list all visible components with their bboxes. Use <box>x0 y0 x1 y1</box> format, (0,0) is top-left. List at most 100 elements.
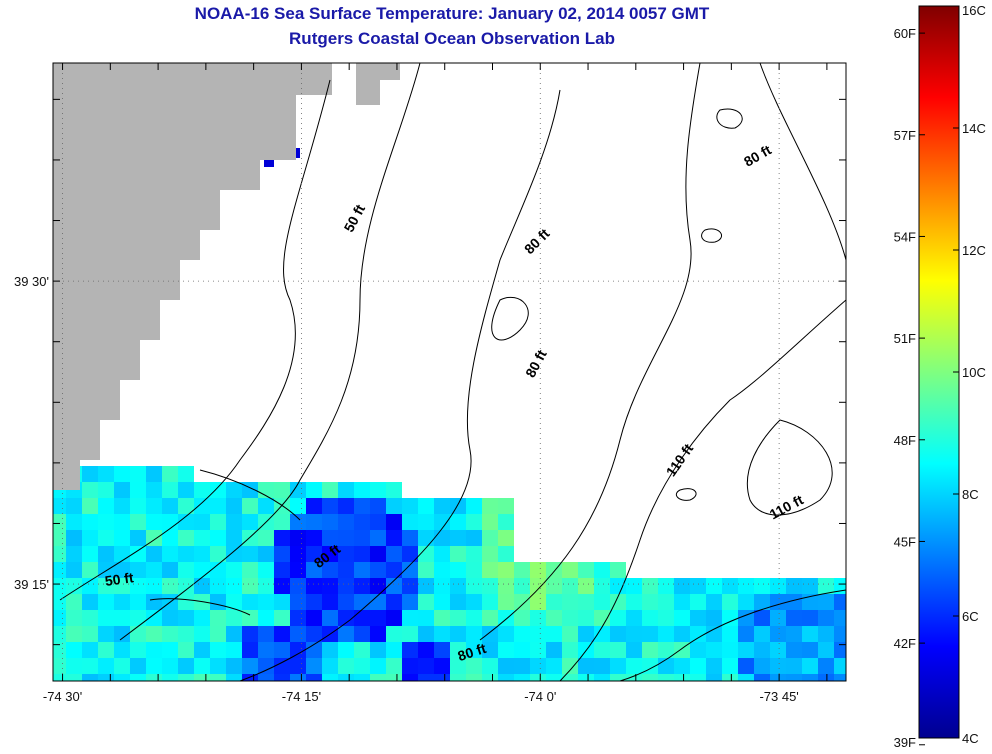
sst-pixel <box>322 594 338 610</box>
sst-pixel <box>98 498 114 514</box>
sst-pixel <box>706 642 722 658</box>
sst-pixel <box>130 610 146 626</box>
sst-pixel <box>274 578 290 594</box>
sst-pixel <box>53 594 66 610</box>
sst-pixel <box>290 498 306 514</box>
sst-pixel <box>130 530 146 546</box>
sst-pixel <box>354 626 370 642</box>
sst-pixel <box>802 578 818 594</box>
sst-pixel <box>210 546 226 562</box>
sst-pixel <box>114 562 130 578</box>
sst-pixel <box>754 578 770 594</box>
sst-pixel <box>418 642 434 658</box>
sst-pixel <box>226 482 242 498</box>
sst-pixel <box>322 674 338 681</box>
sst-pixel <box>722 578 738 594</box>
sst-pixel <box>242 658 258 674</box>
sst-pixel <box>738 594 754 610</box>
sst-pixel <box>226 658 242 674</box>
sst-pixel <box>674 674 690 681</box>
chart-subtitle: Rutgers Coastal Ocean Observation Lab <box>289 29 615 48</box>
sst-pixel <box>818 626 834 642</box>
sst-pixel <box>130 674 146 681</box>
sst-pixel <box>754 626 770 642</box>
contour-label: 110 ft <box>663 440 697 479</box>
sst-pixel <box>226 610 242 626</box>
sst-pixel <box>386 546 402 562</box>
sst-pixel <box>98 530 114 546</box>
sst-pixel <box>306 642 322 658</box>
sst-pixel <box>162 466 178 482</box>
sst-pixel <box>82 562 98 578</box>
sst-pixel <box>146 546 162 562</box>
sst-pixel <box>130 466 146 482</box>
sst-pixel <box>178 610 194 626</box>
sst-pixel <box>130 658 146 674</box>
sst-pixel <box>434 530 450 546</box>
sst-pixel <box>530 642 546 658</box>
sst-pixel <box>386 530 402 546</box>
sst-pixel <box>434 514 450 530</box>
sst-pixel <box>402 562 418 578</box>
sst-pixel <box>162 674 178 681</box>
sst-pixel <box>210 482 226 498</box>
sst-pixel <box>450 658 466 674</box>
sst-pixel <box>594 594 610 610</box>
sst-pixel <box>530 674 546 681</box>
sst-pixel <box>754 658 770 674</box>
sst-pixel <box>674 610 690 626</box>
sst-pixel <box>642 658 658 674</box>
sst-pixel <box>194 498 210 514</box>
sst-pixel <box>562 674 578 681</box>
sst-pixel <box>706 658 722 674</box>
sst-pixel <box>258 546 274 562</box>
sst-pixel <box>370 530 386 546</box>
sst-pixel <box>178 674 194 681</box>
sst-pixel <box>418 658 434 674</box>
sst-pixel <box>82 466 98 482</box>
sst-pixel <box>498 594 514 610</box>
sst-pixel <box>98 482 114 498</box>
sst-pixel <box>98 658 114 674</box>
sst-pixel <box>194 530 210 546</box>
sst-pixel <box>594 642 610 658</box>
sst-pixel <box>258 562 274 578</box>
sst-pixel <box>82 482 98 498</box>
sst-pixel <box>290 530 306 546</box>
sst-pixel <box>322 578 338 594</box>
sst-pixel <box>578 674 594 681</box>
sst-pixel <box>434 658 450 674</box>
sst-pixel <box>66 642 82 658</box>
x-tick-label: -74 15' <box>282 689 321 704</box>
sst-pixel <box>82 658 98 674</box>
sst-pixel <box>690 658 706 674</box>
sst-pixel <box>466 674 482 681</box>
sst-pixel <box>738 578 754 594</box>
sst-pixel <box>290 514 306 530</box>
sst-pixel <box>194 642 210 658</box>
sst-pixel <box>322 610 338 626</box>
sst-pixel <box>610 610 626 626</box>
sst-pixel <box>514 642 530 658</box>
sst-pixel <box>450 674 466 681</box>
sst-pixel <box>146 674 162 681</box>
sst-pixel <box>626 594 642 610</box>
sst-pixel <box>194 658 210 674</box>
sst-pixel <box>82 594 98 610</box>
sst-pixel <box>418 626 434 642</box>
sst-pixel <box>626 578 642 594</box>
sst-pixel <box>386 626 402 642</box>
sst-pixel <box>642 642 658 658</box>
sst-pixel <box>338 674 354 681</box>
sst-pixel <box>354 514 370 530</box>
sst-pixel <box>578 610 594 626</box>
sst-pixel <box>434 610 450 626</box>
sst-pixel <box>322 530 338 546</box>
sst-pixel <box>306 658 322 674</box>
sst-pixel <box>514 674 530 681</box>
sst-pixel <box>354 642 370 658</box>
contour-label: 50 ft <box>104 569 135 589</box>
sst-pixel <box>226 562 242 578</box>
sst-pixel <box>402 594 418 610</box>
sst-pixel <box>53 530 66 546</box>
